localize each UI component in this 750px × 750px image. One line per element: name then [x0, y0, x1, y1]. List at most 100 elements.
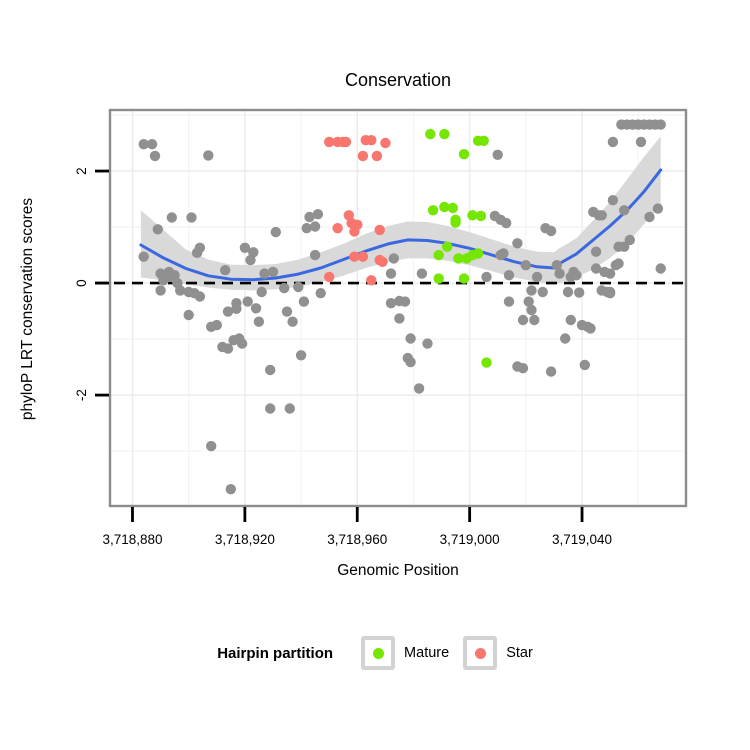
data-point-mature [481, 357, 492, 368]
data-point-star [357, 251, 369, 262]
data-point-other [298, 296, 310, 307]
data-point-other [245, 254, 256, 266]
data-point-other [158, 275, 169, 286]
legend-title: Hairpin partition [217, 644, 334, 662]
legend-item-label: Star [506, 645, 533, 661]
x-tick-label: 3,719,040 [552, 532, 612, 547]
data-point-other [236, 338, 248, 349]
data-point-mature [458, 149, 470, 160]
data-point-star [371, 150, 383, 162]
data-point-other [231, 303, 242, 314]
x-tick-label: 3,718,880 [102, 532, 162, 547]
data-point-star [349, 226, 360, 237]
data-point-other [545, 366, 557, 377]
data-point-other [574, 287, 585, 298]
data-point-other [146, 139, 158, 150]
data-point-other [191, 247, 203, 258]
data-point-other [565, 271, 576, 283]
data-point-other [304, 211, 315, 223]
data-point-other [517, 363, 529, 374]
data-point-mature [475, 210, 487, 222]
data-point-other [619, 205, 630, 216]
data-point-other [590, 246, 602, 257]
data-point-other [585, 323, 596, 334]
data-point-other [503, 270, 515, 281]
data-point-other [211, 319, 222, 331]
data-point-other [152, 224, 163, 235]
data-point-mature [442, 241, 453, 252]
data-point-other [590, 263, 602, 274]
data-point-other [155, 285, 166, 296]
data-point-star [343, 210, 354, 221]
data-point-other [405, 356, 416, 368]
data-point-mature [433, 249, 444, 261]
x-tick-label: 3,718,920 [215, 532, 275, 547]
data-point-other [259, 268, 270, 279]
data-point-other [169, 270, 180, 281]
data-point-mature [453, 253, 464, 264]
data-point-other [537, 286, 548, 298]
data-point-star [377, 256, 388, 267]
y-tick-label: 2 [74, 167, 89, 175]
data-point-other [526, 304, 537, 316]
data-point-other [265, 403, 276, 414]
data-point-other [220, 265, 231, 276]
legend-item-label: Mature [404, 645, 450, 661]
data-point-other [655, 119, 666, 130]
data-point-other [579, 359, 590, 371]
data-point-star [340, 136, 352, 148]
data-point-other [385, 298, 397, 309]
legend: Hairpin partition Mature Star [0, 636, 750, 670]
data-point-mature [472, 248, 484, 259]
data-point-other [138, 251, 149, 262]
data-point-star [349, 251, 360, 262]
data-point-other [175, 285, 186, 296]
legend-key-box [361, 636, 396, 670]
data-point-other [287, 316, 298, 327]
data-point-star [380, 137, 391, 149]
data-point-other [315, 288, 326, 299]
data-point-other [295, 350, 307, 361]
data-point-other [554, 268, 565, 279]
data-point-other [560, 333, 571, 344]
data-point-other [284, 403, 295, 414]
data-point-other [495, 214, 506, 225]
data-point-other [520, 260, 531, 271]
data-point-mature [447, 202, 458, 214]
data-point-mature [458, 273, 470, 284]
data-point-other [565, 314, 576, 326]
data-point-star [332, 223, 343, 234]
data-point-other [596, 210, 607, 221]
data-point-other [253, 316, 265, 327]
data-point-other [498, 248, 509, 259]
confidence-band [140, 136, 661, 291]
data-point-other [203, 150, 214, 161]
data-point-star [357, 150, 369, 162]
data-point-other [399, 296, 411, 307]
data-point-mature [467, 210, 478, 221]
data-point-other [529, 314, 540, 326]
data-point-other [206, 440, 217, 452]
data-point-other [248, 247, 259, 258]
data-point-mature [427, 205, 439, 216]
data-point-other [517, 314, 529, 326]
data-point-other [503, 296, 515, 307]
data-point-other [613, 258, 624, 269]
y-tick-label: -2 [74, 389, 89, 401]
data-point-other [293, 281, 304, 293]
data-point-other [635, 136, 647, 148]
data-point-other [149, 150, 161, 162]
data-point-other [413, 383, 425, 394]
data-point-other [607, 136, 619, 148]
data-point-mature [425, 128, 436, 140]
data-point-other [222, 343, 234, 354]
data-point-other [416, 268, 428, 279]
data-point-other [183, 309, 194, 321]
data-point-other [242, 296, 253, 307]
data-point-other [644, 211, 655, 223]
data-point-star [366, 275, 377, 286]
data-point-other [388, 253, 399, 264]
data-point-other [385, 268, 397, 279]
data-point-other [531, 271, 543, 283]
